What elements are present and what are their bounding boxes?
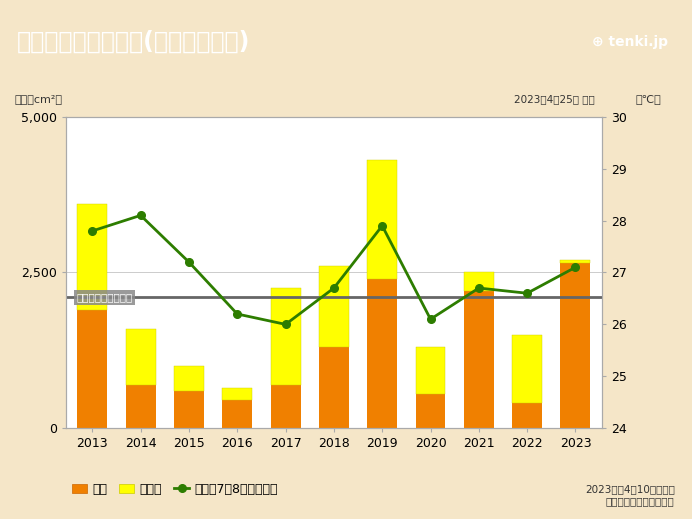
Bar — [78, 204, 107, 310]
Text: 2023年は4月10日までの
スギ・ヒノキ合計飛散量: 2023年は4月10日までの スギ・ヒノキ合計飛散量 — [585, 484, 675, 506]
Text: 大阪市の花粉飛散量(スギ＋ヒノキ): 大阪市の花粉飛散量(スギ＋ヒノキ) — [17, 30, 251, 54]
Text: （個／cm²）: （個／cm²） — [15, 94, 62, 104]
Bar — [415, 394, 446, 428]
Bar — [367, 160, 397, 279]
Bar — [174, 391, 204, 428]
Bar — [319, 266, 349, 347]
Bar — [561, 263, 590, 428]
Text: （℃）: （℃） — [635, 94, 661, 104]
Bar — [222, 400, 253, 428]
Bar — [561, 260, 590, 263]
Bar — [78, 310, 107, 428]
Text: ⊕ tenki.jp: ⊕ tenki.jp — [592, 35, 668, 49]
Bar — [319, 347, 349, 428]
Bar — [174, 366, 204, 391]
Bar — [367, 279, 397, 428]
Bar — [271, 288, 300, 385]
Bar — [126, 329, 156, 385]
Bar — [464, 291, 494, 428]
Bar — [464, 272, 494, 291]
Bar — [271, 385, 300, 428]
Bar — [512, 335, 542, 403]
Bar — [222, 388, 253, 400]
Text: 花粉飛散量の例年値: 花粉飛散量の例年値 — [76, 292, 133, 303]
Bar — [126, 385, 156, 428]
Legend: スギ, ヒノキ, 前年の7〜8月平均気温: スギ, ヒノキ, 前年の7〜8月平均気温 — [72, 483, 278, 496]
Bar — [512, 403, 542, 428]
Bar — [415, 347, 446, 394]
Text: 2023年4月25日 発表: 2023年4月25日 発表 — [514, 94, 595, 104]
